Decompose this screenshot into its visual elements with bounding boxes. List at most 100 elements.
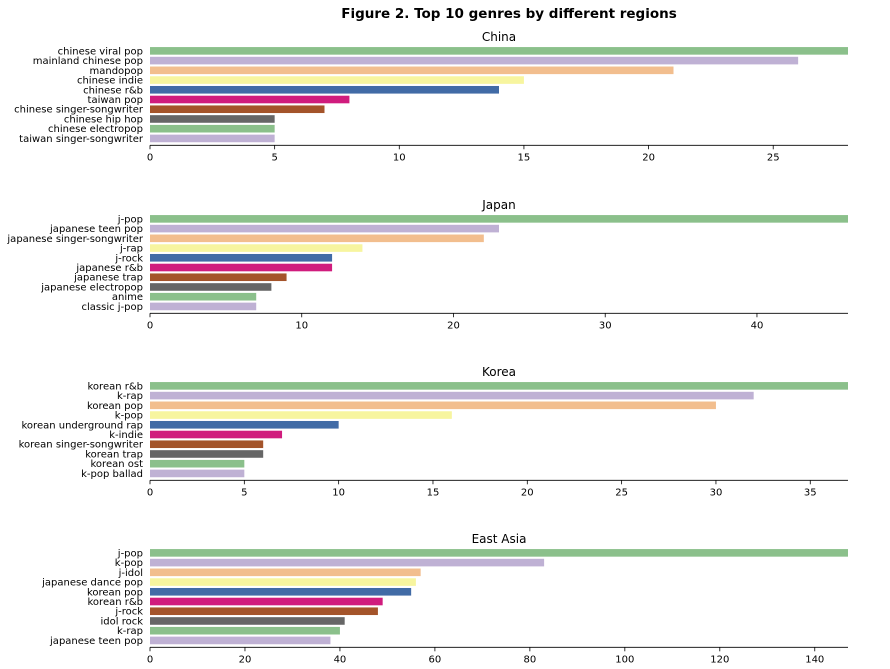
bar <box>150 66 674 75</box>
x-tick-label: 15 <box>427 487 440 498</box>
category-label: j-rock <box>114 607 143 618</box>
bar <box>150 382 848 390</box>
x-tick-label: 5 <box>241 487 247 498</box>
category-label: japanese trap <box>73 273 143 284</box>
category-label: korean pop <box>87 587 143 598</box>
x-tick-label: 0 <box>147 152 153 163</box>
bar <box>150 401 716 410</box>
category-label: k-pop <box>115 558 143 569</box>
bar <box>150 420 339 429</box>
bar <box>150 578 416 586</box>
category-label: korean trap <box>85 449 143 460</box>
category-label: k-rap <box>117 626 143 637</box>
category-label: idol rock <box>101 616 144 627</box>
x-tick-label: 120 <box>710 654 729 665</box>
bar <box>150 253 333 262</box>
x-tick-label: 25 <box>767 152 780 163</box>
x-tick-label: 40 <box>751 320 764 331</box>
category-label: j-pop <box>117 548 143 559</box>
bar <box>150 76 524 84</box>
bar <box>150 459 245 468</box>
category-label: taiwan singer-songwriter <box>19 134 144 145</box>
category-label: j-pop <box>117 214 143 225</box>
category-label: chinese electropop <box>48 124 143 135</box>
x-tick-label: 30 <box>599 320 612 331</box>
x-tick-label: 0 <box>147 654 153 665</box>
category-label: chinese r&b <box>83 85 143 96</box>
category-label: korean pop <box>87 401 143 412</box>
figure-title: Figure 2. Top 10 genres by different reg… <box>341 6 677 22</box>
bar <box>150 234 484 243</box>
category-label: mandopop <box>90 66 144 77</box>
bar <box>150 244 363 252</box>
category-label: korean r&b <box>88 381 144 392</box>
category-label: k-pop ballad <box>81 469 143 480</box>
bar <box>150 134 275 143</box>
bar <box>150 85 499 94</box>
category-label: korean ost <box>91 459 144 470</box>
x-tick-label: 60 <box>429 654 442 665</box>
x-tick-label: 0 <box>147 320 153 331</box>
bar <box>150 587 412 596</box>
panel-title: Japan <box>481 198 515 212</box>
bar <box>150 440 264 449</box>
category-label: chinese hip hop <box>64 114 143 125</box>
category-label: k-rap <box>117 391 143 402</box>
category-label: chinese singer-songwriter <box>14 105 144 116</box>
category-label: korean underground rap <box>22 420 144 431</box>
x-tick-label: 20 <box>447 320 460 331</box>
bar <box>150 105 325 114</box>
bar <box>150 391 754 400</box>
bar <box>150 95 350 104</box>
bar <box>150 568 421 577</box>
x-tick-label: 30 <box>710 487 723 498</box>
x-tick-label: 20 <box>239 654 252 665</box>
category-label: japanese teen pop <box>49 224 143 235</box>
bar <box>150 115 275 123</box>
bar <box>150 224 499 233</box>
category-label: classic j-pop <box>82 302 143 313</box>
bar <box>150 597 383 606</box>
bar <box>150 292 257 301</box>
x-tick-label: 20 <box>642 152 655 163</box>
bar <box>150 124 275 133</box>
category-label: j-rap <box>119 244 143 255</box>
category-label: k-pop <box>115 411 143 422</box>
category-label: chinese indie <box>77 76 143 87</box>
x-tick-label: 80 <box>523 654 536 665</box>
category-label: anime <box>112 292 143 303</box>
x-tick-label: 25 <box>615 487 628 498</box>
bar <box>150 263 333 272</box>
category-label: japanese electropop <box>40 282 143 293</box>
panel-title: East Asia <box>472 532 527 546</box>
x-tick-label: 40 <box>334 654 347 665</box>
category-label: chinese viral pop <box>58 46 143 57</box>
category-label: j-idol <box>118 568 143 579</box>
x-tick-label: 100 <box>615 654 634 665</box>
x-tick-label: 140 <box>805 654 824 665</box>
bar <box>150 283 272 291</box>
bar <box>150 626 340 635</box>
x-tick-label: 20 <box>521 487 534 498</box>
category-label: japanese dance pop <box>41 578 143 589</box>
category-label: taiwan pop <box>88 95 143 106</box>
x-tick-label: 35 <box>804 487 817 498</box>
category-label: japanese teen pop <box>49 636 143 647</box>
category-label: korean r&b <box>88 597 144 608</box>
x-tick-label: 0 <box>147 487 153 498</box>
bar <box>150 636 331 645</box>
bar <box>150 56 799 65</box>
panel-title: China <box>482 30 516 44</box>
bar <box>150 302 257 311</box>
category-label: korean singer-songwriter <box>19 440 144 451</box>
bar <box>150 273 287 282</box>
bar <box>150 617 345 625</box>
bar <box>150 469 245 478</box>
x-tick-label: 5 <box>271 152 277 163</box>
category-label: k-indie <box>109 430 143 441</box>
bar <box>150 607 378 616</box>
